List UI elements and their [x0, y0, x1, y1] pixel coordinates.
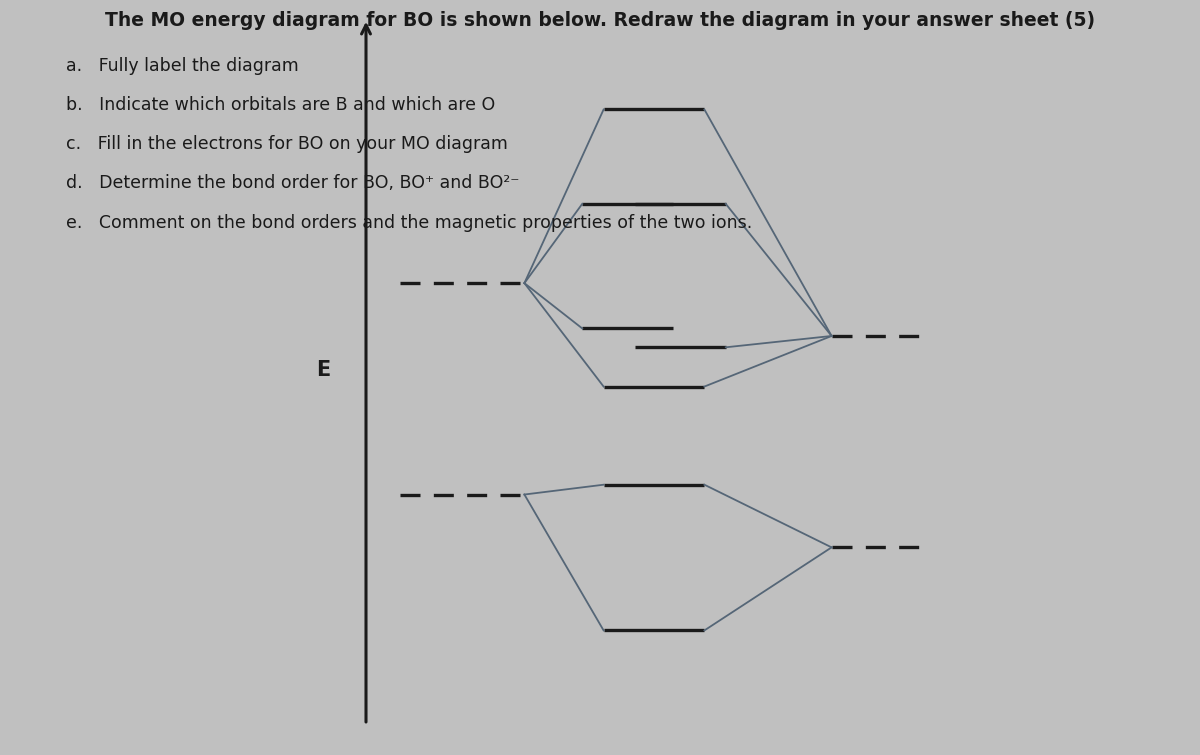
- Text: c.   Fill in the electrons for BO on your MO diagram: c. Fill in the electrons for BO on your …: [66, 135, 508, 153]
- Text: E: E: [316, 360, 330, 380]
- Text: a.   Fully label the diagram: a. Fully label the diagram: [66, 57, 299, 75]
- Text: e.   Comment on the bond orders and the magnetic properties of the two ions.: e. Comment on the bond orders and the ma…: [66, 214, 752, 232]
- Text: d.   Determine the bond order for BO, BO⁺ and BO²⁻: d. Determine the bond order for BO, BO⁺ …: [66, 174, 520, 193]
- Text: The MO energy diagram for BO is shown below. Redraw the diagram in your answer s: The MO energy diagram for BO is shown be…: [104, 11, 1096, 30]
- Text: b.   Indicate which orbitals are B and which are O: b. Indicate which orbitals are B and whi…: [66, 96, 496, 114]
